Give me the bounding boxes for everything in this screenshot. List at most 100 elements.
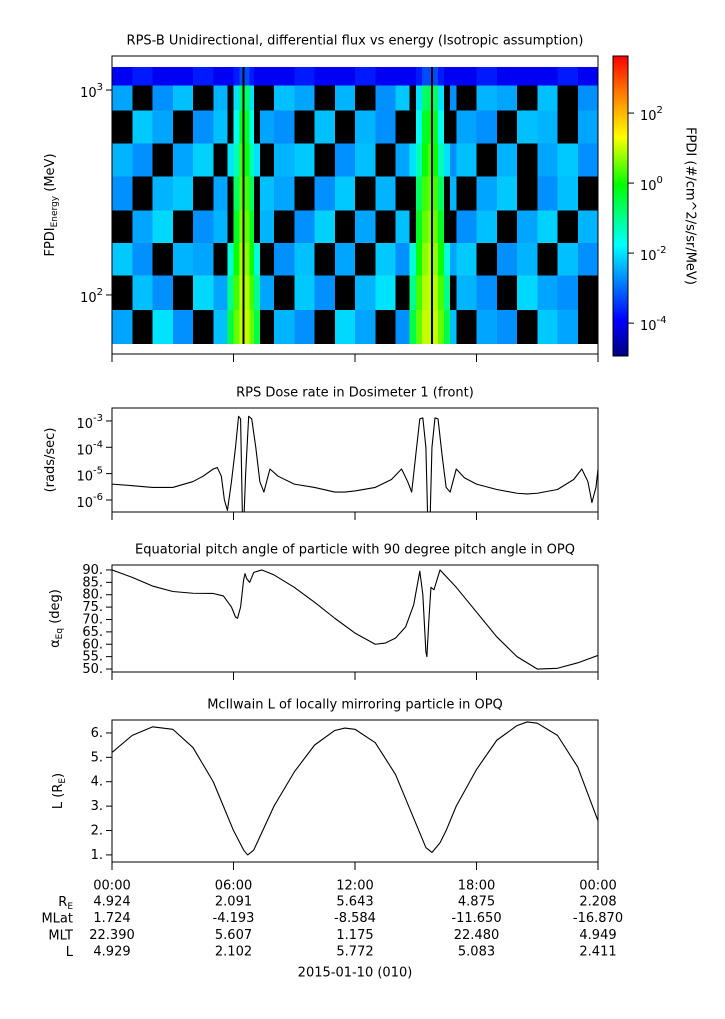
ephemeris-value: 5.083 [458,945,495,960]
heatmap-cell [314,209,336,244]
heatmap-cell [375,242,396,276]
heatmap-cell [438,143,445,177]
y-tick-label: 103 [80,82,103,101]
heatmap-cell [112,176,133,211]
heatmap-cell [430,67,434,86]
y-tick-label-base: 65. [82,624,103,639]
heatmap-cell [456,85,477,111]
heatmap-cell [415,242,423,276]
heatmap-cell [438,67,445,86]
heatmap-cell [132,85,153,111]
heatmap-cell [314,85,336,111]
heatmap-cell [476,85,498,111]
ephemeris-value: 22.390 [89,928,135,943]
heatmap-cell [430,176,434,211]
heatmap-cell [152,242,174,276]
heatmap-cell [213,209,228,244]
heatmap-cell [294,67,315,86]
heatmap-cell [444,109,451,144]
ephemeris-label-text: R [58,895,67,910]
heatmap-cell [274,109,295,144]
heatmap-cell [355,67,376,86]
heatmap-cell [557,85,579,111]
heatmap-cell [427,309,432,344]
x-tick-label: 00:00 [93,879,130,894]
y-tick-label-base: 85. [82,575,103,590]
heatmap-cell [172,109,194,144]
heatmap-cell [476,275,498,310]
y-tick-label: 55. [82,649,103,664]
heatmap-cell [427,275,432,310]
heatmap-cell [557,143,579,177]
colorbar-tick-label-base: 10 [640,109,657,124]
y-tick-label-exp: -4 [93,439,103,450]
ephemeris-label: MLat [41,911,73,926]
heatmap-cell [294,176,315,211]
ephemeris-value: 1.724 [93,911,130,926]
heatmap-cell [132,275,153,310]
heatmap-cell [421,109,429,144]
heatmap-cell [242,176,246,211]
heatmap-cell [233,176,240,211]
y-tick-label-exp: -6 [93,492,103,503]
heatmap-cell [395,109,411,144]
y-tick-label: 4. [91,774,103,789]
heatmap-cell [213,176,228,211]
y-tick-label: 10-3 [76,413,103,432]
ephemeris-value: 5.772 [336,945,373,960]
heatmap-cell [239,275,244,310]
ephemeris-label-text: L [66,945,74,960]
heatmap-cell [274,143,295,177]
heatmap-cell [193,85,214,111]
heatmap-cell [314,67,336,86]
heatmap-cell [430,309,434,344]
heatmap-cell [476,209,498,244]
heatmap-cell [242,85,246,111]
heatmap-cell [577,143,598,177]
heatmap-cell [253,109,261,144]
heatmap-cell [152,109,174,144]
heatmap-cell [496,109,518,144]
heatmap-cell [244,242,251,276]
heatmap-cell [355,242,376,276]
colorbar-tick-label-exp: 2 [657,105,663,116]
colorbar-tick-label-base: 10 [640,249,657,264]
y-tick-label: 2. [91,823,103,838]
heatmap-cell [334,67,356,86]
heatmap-cell [450,109,457,144]
heatmap-cell [213,109,228,144]
y-tick-label-base: 50. [82,662,103,677]
heatmap-cell [438,242,445,276]
heatmap-cell [355,209,376,244]
heatmap-cell [213,309,228,344]
heatmap-cell [476,143,498,177]
heatmap-cell [415,275,423,310]
heatmap-cell [239,209,244,244]
heatmap-cell [456,67,477,86]
y-tick-label-base: 70. [82,612,103,627]
heatmap-cell [294,85,315,111]
heatmap-cell [496,275,518,310]
y-tick-label: 102 [80,287,103,306]
heatmap-cell [253,275,261,310]
heatmap-cell [132,309,153,344]
heatmap-cell [132,109,153,144]
ephemeris-label: L [66,945,74,960]
heatmap-cell [249,67,255,86]
heatmap-cell [239,176,244,211]
x-tick-label: 12:00 [336,879,373,894]
y-tick-label: 5. [91,750,103,765]
heatmap-cell [395,242,411,276]
y-tick-label-base: 10 [80,290,97,305]
heatmap-cell [112,209,133,244]
y-tick-label-base: 10 [80,86,97,101]
y-tick-label-base: 75. [82,600,103,615]
ephemeris-value: 1.175 [336,928,373,943]
heatmap-cell [476,242,498,276]
heatmap-cell [517,85,538,111]
heatmap-cell [427,176,432,211]
heatmap-cell [274,176,295,211]
heatmap-cell [249,176,255,211]
heatmap-cell [438,176,445,211]
heatmap-cell [537,242,558,276]
